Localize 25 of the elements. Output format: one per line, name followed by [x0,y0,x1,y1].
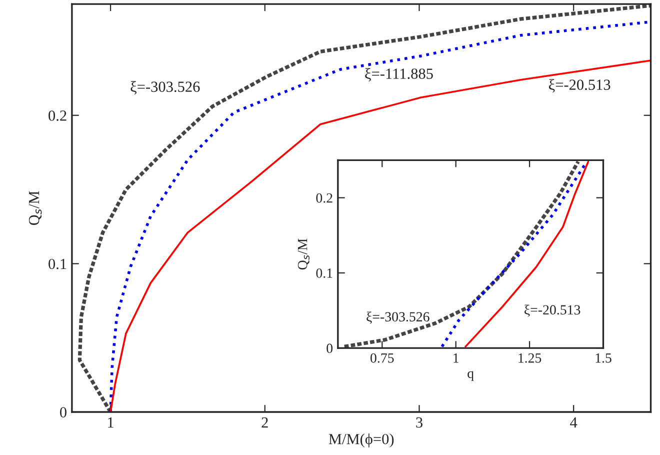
x-tick-label: 1.25 [518,353,542,363]
x-tick-label: 2 [262,417,268,428]
y-axis-title: Q$_{s}$/M [298,238,310,270]
series-label: ξ=-303.526 [366,312,430,324]
series-label: ξ=-20.513 [524,304,580,317]
series-label: ξ=-303.526 [130,81,200,94]
x-axis-title: q [468,371,474,381]
x-axis-title: M/M(ϕ=0) [328,433,394,448]
x-tick-label: 0.75 [370,353,394,363]
y-tick-label: 0 [326,344,333,354]
line-series [342,160,580,348]
y-tick-label: 0.1 [48,258,66,270]
y-tick-label: 0 [60,407,66,418]
y-tick-label: 0.1 [316,268,332,278]
line-series [464,160,590,348]
y-axis-title: Q$_{s}$/M [28,191,42,225]
x-tick-label: 4 [570,417,578,428]
series-label: ξ=-20.513 [548,79,610,92]
x-tick-label: 1.5 [596,353,612,363]
series-label: ξ=-111.885 [365,68,433,82]
y-tick-label: 0.2 [48,110,66,121]
x-tick-label: 3 [416,417,422,428]
y-tick-label: 0.2 [316,193,332,203]
x-tick-label: 1 [454,353,458,363]
x-tick-label: 1 [108,417,114,428]
